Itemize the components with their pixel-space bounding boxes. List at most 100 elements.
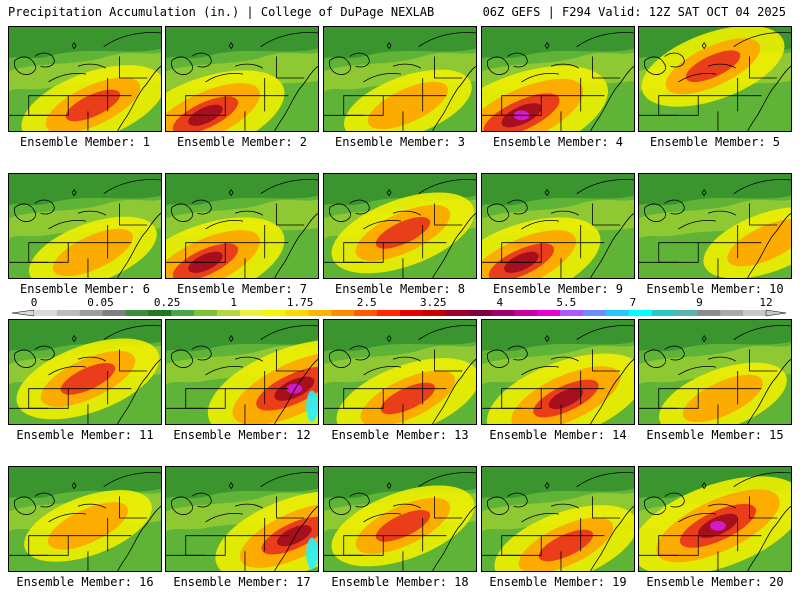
colorbar-swatch xyxy=(651,310,675,316)
ensemble-member-label: Ensemble Member: 9 xyxy=(492,282,624,296)
colorbar-swatch xyxy=(628,310,652,316)
colorbar-tick-label: 5.5 xyxy=(556,296,577,309)
colorbar-swatch xyxy=(354,310,378,316)
colorbar-swatch xyxy=(743,310,767,316)
precip-field xyxy=(9,174,161,278)
ensemble-member-label: Ensemble Member: 3 xyxy=(334,135,466,149)
run-valid-time: 06Z GEFS | F294 Valid: 12Z SAT OCT 04 20… xyxy=(482,5,786,19)
colorbar-swatch xyxy=(285,310,309,316)
ensemble-map-panel xyxy=(8,319,162,425)
colorbar-swatch xyxy=(56,310,81,316)
colorbar-swatch xyxy=(720,310,744,316)
precip-field xyxy=(639,174,791,278)
ensemble-member-label: Ensemble Member: 13 xyxy=(331,428,469,442)
ensemble-map-panel xyxy=(638,466,792,572)
ensemble-member-label: Ensemble Member: 5 xyxy=(649,135,781,149)
precip-field xyxy=(166,467,318,571)
colorbar-tick-label: 2.5 xyxy=(356,296,377,309)
colorbar-swatch xyxy=(102,310,126,316)
ensemble-map-panel xyxy=(165,466,319,572)
ensemble-member-label: Ensemble Member: 10 xyxy=(646,282,784,296)
colorbar-swatch xyxy=(468,310,492,316)
colorbar-swatch xyxy=(125,310,149,316)
ensemble-map-panel xyxy=(638,173,792,279)
colorbar-tick-label: 7 xyxy=(629,296,637,309)
colorbar-swatch xyxy=(537,310,561,316)
colorbar-tick-label: 1 xyxy=(230,296,237,309)
ensemble-map-panel xyxy=(481,466,635,572)
ensemble-member-label: Ensemble Member: 7 xyxy=(176,282,308,296)
ensemble-member-label: Ensemble Member: 16 xyxy=(16,575,154,589)
precip-field xyxy=(9,320,161,424)
precip-field xyxy=(166,27,318,131)
ensemble-member-label: Ensemble Member: 6 xyxy=(19,282,151,296)
ensemble-member-label: Ensemble Member: 1 xyxy=(19,135,151,149)
ensemble-member-label: Ensemble Member: 20 xyxy=(646,575,784,589)
ensemble-map-panel xyxy=(323,466,477,572)
colorbar-left-arrow xyxy=(11,309,35,317)
precip-field xyxy=(9,27,161,131)
colorbar-tick-label: 9 xyxy=(696,296,703,309)
colorbar-tick-labels: 0 0.05 0.25 1 1.75 2.5 3.25 4 5.5 7 9 12 xyxy=(0,296,800,309)
colorbar-swatch xyxy=(148,310,172,316)
colorbar-swatch xyxy=(377,310,401,316)
colorbar-swatch xyxy=(560,310,584,316)
colorbar-right-arrow xyxy=(765,309,787,317)
precip-colorbar xyxy=(11,309,787,317)
ensemble-map-panel xyxy=(481,26,635,132)
precip-field xyxy=(324,320,476,424)
colorbar-swatch xyxy=(308,310,332,316)
ensemble-map-panel xyxy=(8,173,162,279)
ensemble-map-panel xyxy=(323,173,477,279)
precip-field xyxy=(324,467,476,571)
precip-field xyxy=(639,27,791,131)
colorbar-tick-label: 1.75 xyxy=(286,296,314,309)
colorbar-tick-label: 3.25 xyxy=(420,296,447,309)
ensemble-member-label: Ensemble Member: 17 xyxy=(173,575,311,589)
colorbar-swatch xyxy=(217,310,241,316)
colorbar-swatch xyxy=(400,310,424,316)
precip-field xyxy=(639,467,791,571)
precip-field xyxy=(482,174,634,278)
precip-field xyxy=(9,467,161,571)
ensemble-map-panel xyxy=(165,319,319,425)
precip-field xyxy=(166,320,318,424)
colorbar-swatch xyxy=(583,310,607,316)
colorbar-swatch xyxy=(262,310,286,316)
colorbar-swatch xyxy=(514,310,538,316)
precip-field xyxy=(324,27,476,131)
precip-field xyxy=(324,174,476,278)
ensemble-member-label: Ensemble Member: 18 xyxy=(331,575,469,589)
ensemble-map-panel xyxy=(323,26,477,132)
ensemble-member-label: Ensemble Member: 14 xyxy=(489,428,627,442)
precip-field xyxy=(482,27,634,131)
colorbar-swatch xyxy=(171,310,195,316)
precip-field xyxy=(482,467,634,571)
colorbar-swatch xyxy=(697,310,721,316)
colorbar-swatch xyxy=(605,310,630,316)
colorbar-tick-label: 0.25 xyxy=(153,296,181,309)
colorbar-swatch xyxy=(34,310,58,316)
ensemble-member-label: Ensemble Member: 19 xyxy=(489,575,627,589)
precip-field xyxy=(482,320,634,424)
colorbar-swatch xyxy=(491,310,515,316)
colorbar-swatch xyxy=(79,310,103,316)
colorbar-swatch xyxy=(445,310,469,316)
ensemble-member-label: Ensemble Member: 2 xyxy=(176,135,308,149)
precip-field xyxy=(639,320,791,424)
precip-field xyxy=(166,174,318,278)
ensemble-map-panel xyxy=(323,319,477,425)
colorbar-tick-label: 12 xyxy=(759,296,773,309)
ensemble-map-panel xyxy=(638,319,792,425)
ensemble-map-panel xyxy=(8,466,162,572)
ensemble-map-panel xyxy=(8,26,162,132)
ensemble-member-label: Ensemble Member: 4 xyxy=(492,135,624,149)
ensemble-member-label: Ensemble Member: 8 xyxy=(334,282,466,296)
colorbar-swatch xyxy=(194,310,218,316)
colorbar-swatch xyxy=(331,310,355,316)
ensemble-map-panel xyxy=(165,26,319,132)
chart-title: Precipitation Accumulation (in.) | Colle… xyxy=(8,5,435,19)
ensemble-map-panel xyxy=(165,173,319,279)
colorbar-tick-label: 0.05 xyxy=(87,296,114,309)
ensemble-member-label: Ensemble Member: 15 xyxy=(646,428,784,442)
